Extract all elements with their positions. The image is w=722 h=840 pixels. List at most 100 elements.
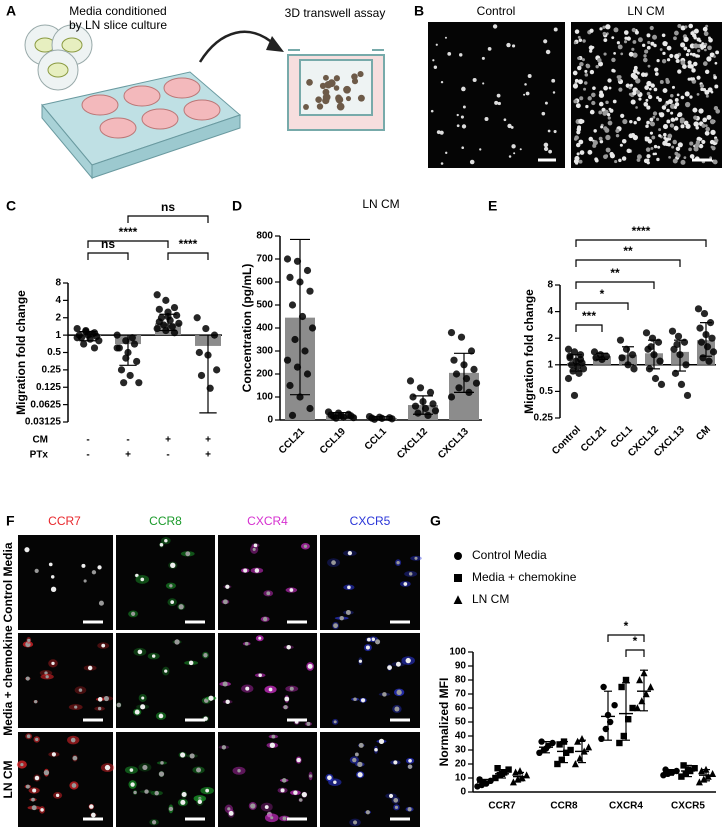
cell: [646, 91, 651, 96]
point: [117, 366, 126, 374]
cell: [677, 142, 683, 148]
plate-side: [41, 103, 93, 180]
cell: [647, 138, 653, 144]
cell: [607, 78, 612, 83]
nucleus: [347, 550, 353, 556]
y-tick-label: 300: [256, 346, 273, 357]
cell: [591, 92, 596, 98]
x-tick-label: CXCL13: [436, 426, 471, 461]
cell: [319, 82, 327, 89]
nucleus: [237, 769, 241, 773]
cell: [597, 57, 602, 63]
cell: [679, 119, 685, 124]
point: [293, 363, 302, 371]
cell: [661, 33, 666, 38]
nucleus: [188, 660, 194, 666]
column-label: CCR8: [149, 514, 182, 528]
cell: [584, 73, 589, 77]
nucleus: [27, 638, 31, 643]
cell: [605, 100, 609, 105]
point: [291, 335, 299, 344]
image-label: Control: [477, 4, 516, 18]
cell: [666, 58, 671, 62]
cell: [693, 121, 699, 127]
point: [195, 348, 203, 357]
cell: [626, 148, 632, 154]
point: [162, 296, 170, 304]
x-tick-label: CM: [694, 424, 713, 443]
cell: [669, 123, 675, 128]
nucleus: [50, 575, 55, 579]
nucleus: [293, 790, 298, 795]
cell: [576, 152, 580, 156]
cell: [643, 101, 649, 107]
cell: [665, 79, 670, 85]
nucleus: [196, 767, 202, 773]
micrograph: [18, 732, 113, 827]
cell: [714, 138, 719, 143]
significance-bracket: [167, 252, 209, 260]
cell: [643, 54, 647, 58]
cell: [696, 93, 700, 96]
cell: [587, 96, 592, 101]
significance-bracket: [87, 252, 129, 260]
cell: [598, 136, 603, 141]
point: [421, 404, 430, 413]
nucleus: [103, 695, 110, 702]
cell: [583, 87, 586, 91]
cell: [709, 139, 715, 145]
nucleus: [34, 568, 39, 574]
cell: [682, 64, 687, 69]
cell: [674, 30, 679, 36]
caption: 3D transwell assay: [285, 6, 386, 20]
cell: [629, 119, 633, 124]
nucleus: [283, 705, 288, 710]
point: [288, 411, 297, 419]
x-tick-label: CXCL12: [395, 426, 430, 461]
condition-level: -: [126, 435, 129, 446]
cell: [632, 91, 637, 96]
point: [694, 305, 703, 313]
cell: [654, 72, 659, 76]
point: [197, 371, 206, 380]
nucleus: [280, 788, 285, 793]
cell: [703, 31, 709, 37]
nucleus: [35, 737, 39, 742]
cell: [713, 75, 717, 80]
cell: [462, 105, 466, 109]
point: [175, 319, 183, 327]
nucleus: [33, 699, 38, 704]
cell: [683, 156, 687, 160]
legend-marker: [453, 595, 463, 604]
cell: [695, 140, 701, 145]
condition-level: +: [205, 450, 211, 461]
cell: [691, 77, 695, 81]
point: [130, 340, 139, 348]
cell: [677, 69, 682, 74]
y-tick-label: 0.25: [534, 413, 554, 424]
cell: [650, 146, 654, 150]
point: [695, 778, 703, 786]
cell: [620, 113, 625, 118]
cell: [316, 103, 324, 110]
cell: [672, 139, 677, 145]
nucleus: [133, 790, 137, 795]
cell: [699, 43, 704, 48]
x-tick-label: CCL19: [318, 426, 348, 456]
point: [523, 771, 531, 779]
column-label: CXCR4: [247, 514, 288, 528]
nucleus: [31, 797, 35, 802]
point: [202, 324, 210, 333]
nucleus: [50, 586, 57, 592]
nucleus: [51, 752, 57, 757]
y-tick-label: 0.0625: [30, 399, 61, 410]
point: [447, 329, 456, 337]
cell: [695, 126, 699, 130]
y-tick-label: 50: [455, 717, 467, 728]
panel-label: F: [6, 513, 15, 529]
nucleus: [74, 705, 78, 709]
cell: [672, 158, 678, 164]
point: [556, 741, 563, 748]
point: [492, 774, 499, 782]
